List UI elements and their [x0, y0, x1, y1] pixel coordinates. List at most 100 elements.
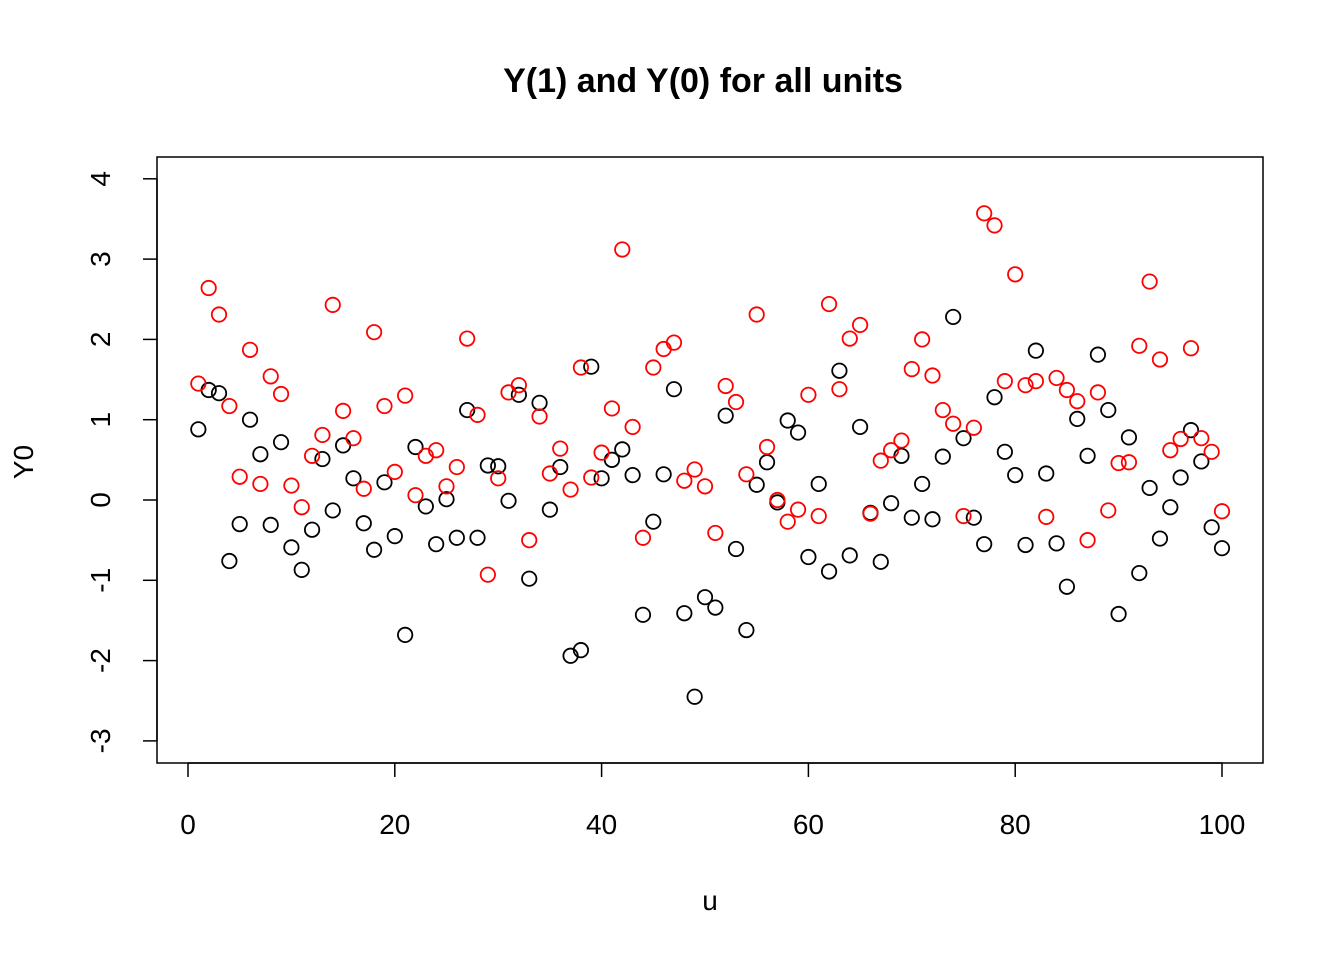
black-point — [924, 511, 941, 528]
red-point — [583, 469, 600, 486]
y-axis-label: Y0 — [8, 445, 39, 479]
black-point — [779, 412, 796, 429]
black-point — [789, 424, 807, 441]
black-point — [624, 467, 641, 484]
black-point — [676, 605, 693, 622]
black-point — [190, 421, 207, 438]
red-point — [1069, 393, 1086, 410]
red-point — [210, 306, 228, 323]
red-point — [572, 359, 590, 376]
red-point — [1131, 337, 1148, 354]
red-point — [241, 341, 259, 358]
red-point — [872, 452, 889, 469]
black-point — [634, 606, 652, 623]
black-point — [397, 626, 414, 644]
red-point — [459, 330, 476, 347]
black-point — [355, 515, 372, 532]
black-point — [696, 589, 714, 606]
red-point — [345, 430, 362, 447]
red-point — [769, 491, 786, 509]
red-point — [1110, 454, 1127, 472]
black-point — [366, 541, 383, 558]
black-point — [614, 441, 631, 458]
plot-frame — [156, 156, 1264, 764]
black-point — [428, 536, 445, 553]
red-point — [955, 507, 972, 525]
red-point — [883, 442, 900, 459]
black-point — [831, 362, 848, 379]
black-point — [1182, 422, 1200, 439]
red-point — [355, 480, 372, 497]
red-point — [903, 361, 920, 378]
black-point — [955, 430, 972, 447]
black-point — [334, 437, 352, 454]
red-point — [479, 566, 496, 583]
red-point — [314, 426, 331, 444]
red-point — [914, 331, 931, 348]
red-point — [1213, 503, 1231, 520]
red-point — [190, 375, 207, 392]
red-point — [1058, 381, 1076, 399]
black-point — [1038, 465, 1055, 482]
red-point — [510, 377, 527, 394]
black-point — [293, 561, 310, 578]
black-point — [820, 563, 838, 580]
red-point — [428, 442, 445, 459]
black-point — [810, 475, 827, 493]
red-point — [841, 330, 858, 347]
red-point — [779, 513, 796, 530]
black-point — [303, 521, 321, 538]
red-point — [976, 205, 993, 222]
black-point — [479, 457, 496, 474]
black-point — [727, 540, 745, 558]
black-point — [707, 599, 724, 616]
red-point — [252, 475, 269, 493]
red-point — [614, 241, 631, 258]
black-point — [851, 418, 869, 436]
red-point — [262, 368, 279, 385]
black-point — [469, 529, 486, 546]
red-point — [562, 481, 579, 498]
red-point — [221, 397, 238, 415]
black-point — [665, 381, 683, 398]
red-point — [645, 359, 662, 376]
y-tick-label: 0 — [85, 492, 116, 508]
x-axis-label: u — [702, 885, 718, 916]
red-point — [1203, 443, 1220, 460]
black-point — [459, 401, 476, 419]
red-point — [324, 296, 341, 313]
x-tick-label: 80 — [1000, 809, 1031, 840]
red-point — [1007, 266, 1024, 283]
black-point — [521, 570, 538, 587]
red-point — [521, 532, 538, 549]
red-point — [334, 402, 352, 419]
black-point — [645, 513, 662, 530]
red-point — [1162, 442, 1179, 459]
red-point — [397, 387, 414, 404]
red-point — [1038, 508, 1055, 525]
black-point — [1151, 530, 1169, 547]
red-point — [1141, 273, 1158, 290]
x-axis: 0 20 40 60 80 100 — [180, 762, 1245, 840]
black-point — [552, 458, 569, 476]
red-point — [448, 458, 465, 476]
red-point — [1172, 430, 1189, 448]
black-point — [345, 470, 362, 487]
red-point — [727, 393, 745, 411]
red-point — [1079, 532, 1096, 549]
y-tick-label: -1 — [85, 568, 116, 593]
red-point — [541, 465, 559, 482]
black-point — [210, 385, 228, 402]
red-point — [490, 470, 507, 487]
black-point — [1007, 467, 1024, 484]
red-point — [552, 440, 569, 457]
black-point — [417, 498, 434, 515]
black-point — [283, 539, 300, 556]
black-point — [1213, 540, 1231, 557]
red-point — [366, 324, 383, 341]
x-tick-label: 60 — [793, 809, 824, 840]
black-point — [386, 528, 403, 545]
red-point — [593, 444, 610, 461]
black-point — [221, 552, 238, 570]
black-point — [883, 495, 900, 512]
